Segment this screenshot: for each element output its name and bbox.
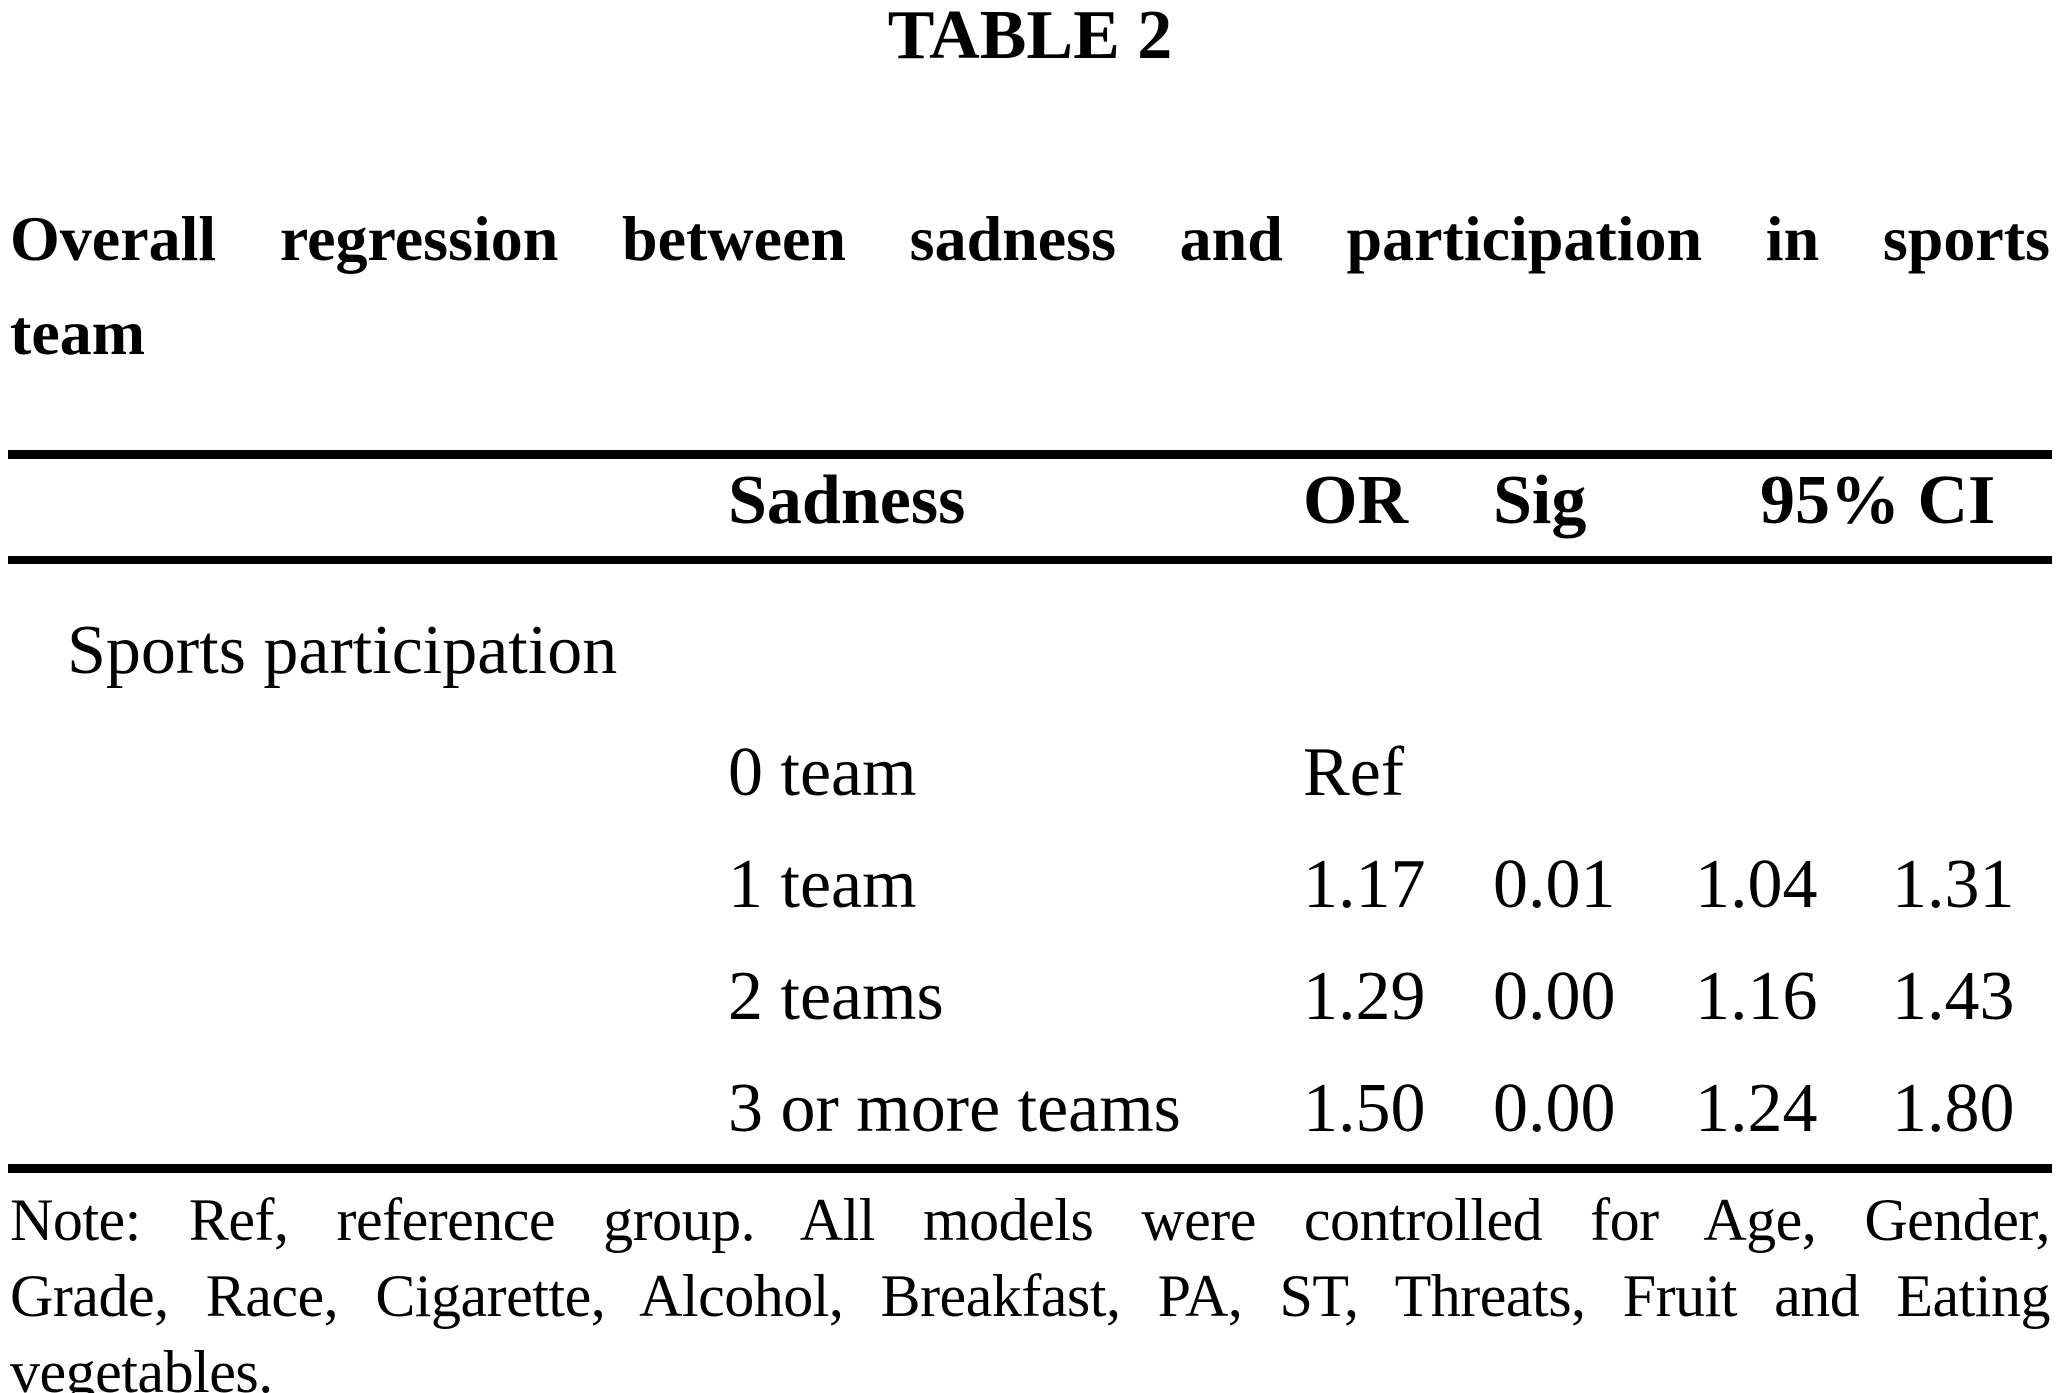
- row-sig: 0.01: [1493, 846, 1616, 923]
- table-row: 1 team 1.17 0.01 1.04 1.31: [0, 846, 2060, 924]
- row-sig: 0.00: [1493, 1070, 1616, 1147]
- row-ci-high: 1.31: [1892, 846, 2015, 923]
- note-line-1: Note: Ref, reference group. All models w…: [10, 1187, 2051, 1253]
- table-title: Overall regression between sadness and p…: [10, 192, 2050, 380]
- table-row: 3 or more teams 1.50 0.00 1.24 1.80: [0, 1070, 2060, 1148]
- header-ci: 95% CI: [1760, 462, 1996, 539]
- row-or: Ref: [1303, 734, 1405, 811]
- header-variable: Sadness: [728, 462, 966, 539]
- table-top-rule: [8, 450, 2052, 459]
- note-line-3: vegetables.: [10, 1339, 273, 1393]
- header-or: OR: [1303, 462, 1408, 539]
- note-line-2: Grade, Race, Cigarette, Alcohol, Breakfa…: [10, 1263, 2051, 1329]
- row-or: 1.29: [1303, 958, 1426, 1035]
- table-number-caption: TABLE 2: [887, 0, 1173, 74]
- row-sig: 0.00: [1493, 958, 1616, 1035]
- row-label: 0 team: [728, 734, 917, 811]
- table-title-line-1: Overall regression between sadness and p…: [10, 203, 2050, 274]
- table-row: 0 team Ref: [0, 734, 2060, 812]
- row-ci-low: 1.24: [1695, 1070, 1818, 1147]
- row-ci-low: 1.04: [1695, 846, 1818, 923]
- row-label: 1 team: [728, 846, 917, 923]
- table-header-rule: [8, 556, 2052, 564]
- row-or: 1.50: [1303, 1070, 1426, 1147]
- table-note: Note: Ref, reference group. All models w…: [10, 1182, 2051, 1393]
- table-section-row: Sports participation: [0, 612, 2060, 690]
- row-ci-high: 1.80: [1892, 1070, 2015, 1147]
- header-sig: Sig: [1493, 462, 1587, 539]
- table-header-row: Sadness OR Sig 95% CI: [0, 462, 2060, 540]
- table-row: 2 teams 1.29 0.00 1.16 1.43: [0, 958, 2060, 1036]
- row-label: 2 teams: [728, 958, 944, 1035]
- row-ci-low: 1.16: [1695, 958, 1818, 1035]
- row-or: 1.17: [1303, 846, 1426, 923]
- row-label: 3 or more teams: [728, 1070, 1181, 1147]
- section-label: Sports participation: [67, 612, 618, 689]
- table-title-line-2: team: [10, 297, 146, 368]
- table-bottom-rule: [8, 1164, 2052, 1173]
- row-ci-high: 1.43: [1892, 958, 2015, 1035]
